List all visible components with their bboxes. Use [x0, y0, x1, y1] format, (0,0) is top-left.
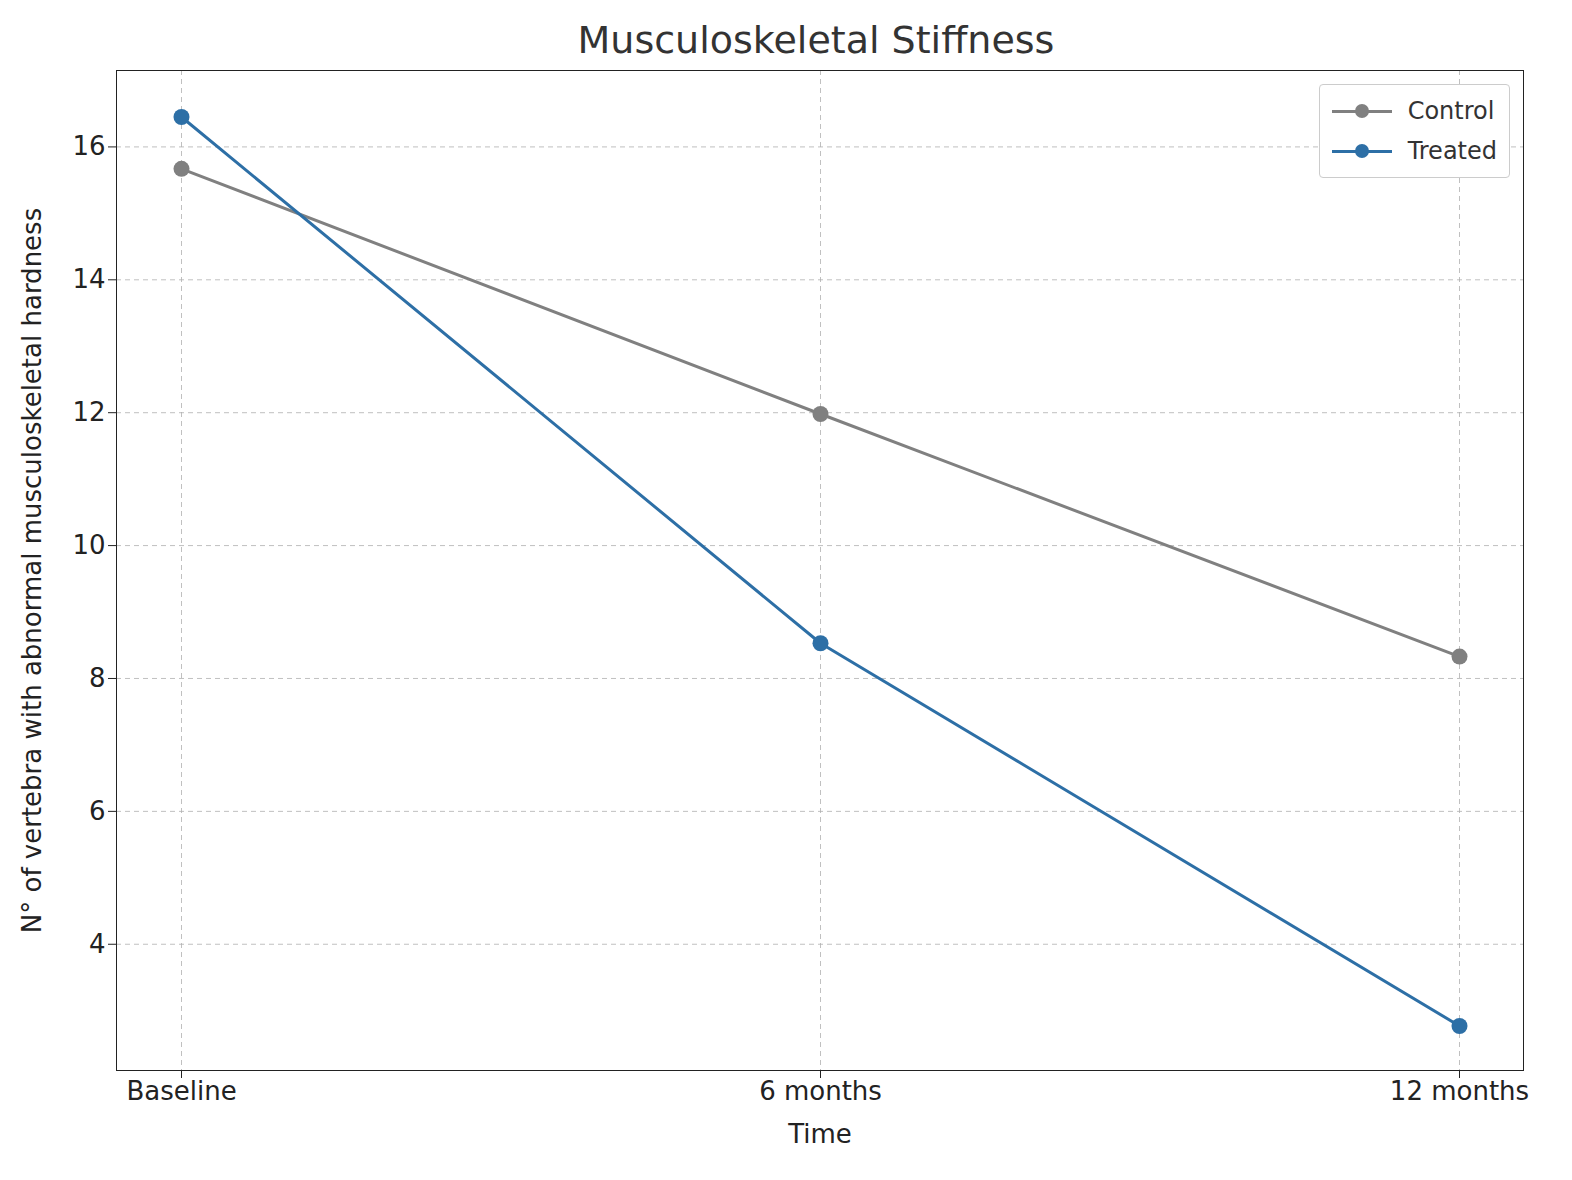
svg-text:12: 12 — [72, 397, 105, 427]
svg-text:8: 8 — [89, 663, 106, 693]
html-text:Musculoskeletal Stiffness: Musculoskeletal Stiffness — [577, 18, 1055, 62]
svg-text:6: 6 — [89, 796, 106, 826]
svg-text:16: 16 — [72, 131, 105, 161]
svg-text:12 months: 12 months — [1390, 1076, 1529, 1106]
svg-text:N° of vertebra with abnormal m: N° of vertebra with abnormal musculoskel… — [17, 208, 47, 933]
svg-text:10: 10 — [72, 530, 105, 560]
svg-text:14: 14 — [72, 264, 105, 294]
html-text:Control: Control — [1407, 97, 1495, 125]
svg-text:Time: Time — [787, 1119, 852, 1149]
svg-text:4: 4 — [89, 929, 106, 959]
svg-text:Baseline: Baseline — [126, 1076, 236, 1106]
svg-text:6 months: 6 months — [759, 1076, 882, 1106]
html-text:Treated: Treated — [1407, 137, 1497, 165]
